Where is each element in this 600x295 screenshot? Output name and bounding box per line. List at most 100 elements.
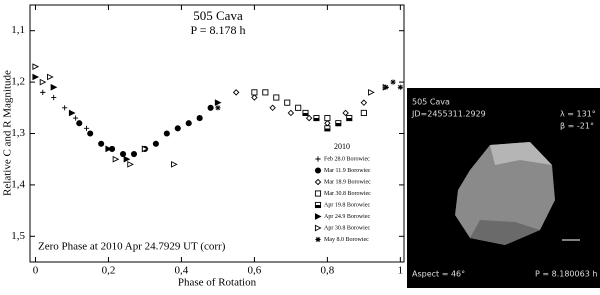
point: [47, 73, 54, 81]
legend-title: 2010: [334, 142, 350, 151]
point: [273, 94, 280, 101]
point: [368, 89, 375, 96]
asteroid-light: [490, 142, 552, 165]
point: [127, 161, 134, 168]
point: [50, 83, 58, 91]
point: [171, 161, 178, 168]
x-tick-label: 0,4: [175, 265, 189, 277]
asteroid-shade: [470, 220, 540, 245]
point: [51, 94, 57, 101]
x-tick-label: 0,2: [102, 265, 116, 277]
legend-label: Feb 28.0 Borowiec: [324, 156, 370, 162]
y-tick-label: 1,1: [11, 24, 25, 36]
x-tick-label: 0,8: [321, 265, 335, 277]
shape-title: 505 Cava: [412, 98, 450, 107]
legend-label: Apr 24.9 Borowiec: [324, 214, 370, 220]
point: [251, 89, 258, 96]
point: [215, 105, 221, 111]
point: [76, 120, 83, 127]
point: [390, 79, 396, 85]
point: [262, 89, 269, 96]
point: [32, 73, 40, 81]
legend-label: May 8.0 Borowiec: [324, 237, 369, 243]
annotation: Zero Phase at 2010 Apr 24.7929 UT (corr): [38, 241, 226, 253]
point: [68, 109, 76, 117]
legend-marker: [314, 178, 322, 186]
point: [269, 104, 276, 112]
x-axis-label: Phase of Rotation: [178, 277, 257, 289]
legend-marker: [314, 224, 322, 232]
legend-marker: [315, 156, 321, 162]
point: [360, 99, 368, 106]
plot-frame: [29, 4, 405, 263]
legend-marker: [315, 236, 321, 243]
point: [87, 130, 94, 137]
point: [163, 130, 170, 137]
point: [324, 115, 331, 122]
point: [73, 115, 79, 121]
point: [232, 89, 240, 96]
point: [39, 78, 47, 86]
point: [197, 115, 203, 121]
point: [346, 115, 353, 122]
y-tick-label: 1,5: [11, 230, 25, 242]
point: [62, 105, 68, 111]
shape-model-panel: 505 Cava JD=2455311.2929 λ = 131° β = -2…: [407, 88, 600, 288]
chart-subtitle: P = 8.178 h: [191, 23, 246, 37]
point: [287, 109, 295, 117]
point: [32, 63, 40, 71]
point: [152, 140, 159, 147]
shape-beta: β = -21°: [560, 122, 594, 131]
point: [141, 145, 149, 153]
point: [214, 99, 222, 106]
point: [123, 155, 131, 163]
legend-marker: [314, 213, 322, 220]
point: [174, 125, 181, 132]
point: [251, 94, 258, 101]
point: [284, 99, 291, 106]
point: [383, 84, 389, 90]
point: [40, 89, 46, 95]
shape-jd: JD=2455311.2929: [411, 110, 486, 119]
point: [207, 104, 214, 111]
shape-aspect: Aspect = 46°: [412, 270, 465, 279]
point: [302, 109, 309, 116]
x-tick-label: 0,6: [248, 265, 262, 277]
shape-period: P = 8.180063 h: [535, 270, 597, 279]
legend-label: Apr 30.8 Borowiec: [324, 225, 370, 231]
legend-label: Mar 30.8 Borowiec: [324, 191, 371, 197]
point: [324, 119, 331, 127]
point: [397, 84, 403, 90]
point: [130, 151, 138, 158]
x-tick-label: 1: [398, 265, 404, 277]
point: [119, 151, 127, 158]
point: [83, 125, 90, 131]
legend-marker: [314, 167, 322, 174]
legend-label: Mar 11.9 Borowiec: [324, 168, 371, 174]
point: [342, 109, 349, 117]
y-tick-label: 1,3: [11, 127, 25, 139]
y-tick-label: 1,4: [11, 178, 25, 190]
y-axis-label: Relative C and R Magnitude: [2, 70, 14, 196]
y-tick-label: 1,2: [11, 76, 25, 88]
legend-label: Mar 18.9 Borowiec: [324, 179, 371, 185]
point: [105, 145, 113, 153]
point: [305, 114, 313, 122]
x-tick-label: 0: [33, 265, 39, 277]
point: [112, 155, 120, 163]
legend-label: Apr 19.8 Borowiec: [324, 202, 370, 208]
legend-marker: [314, 190, 322, 197]
point: [185, 120, 192, 127]
chart-title: 505 Cava: [193, 8, 243, 23]
point: [98, 140, 105, 147]
point: [313, 115, 320, 122]
asteroid-shape: [455, 142, 555, 245]
shape-lambda: λ = 131°: [560, 110, 596, 119]
point: [360, 109, 367, 116]
legend-marker: [314, 201, 322, 209]
point: [335, 120, 342, 127]
point: [295, 104, 302, 111]
point: [324, 125, 331, 132]
